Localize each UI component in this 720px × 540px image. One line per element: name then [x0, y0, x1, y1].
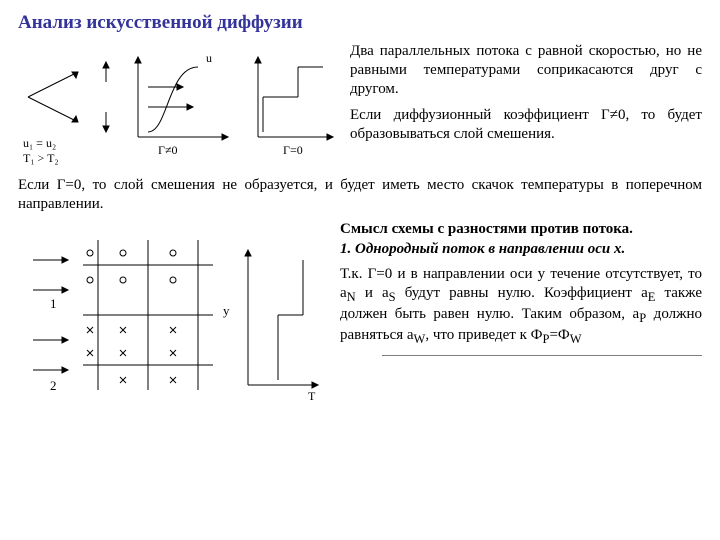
label-geq0: Г=0 [283, 143, 303, 157]
label-t1t2: T₁ > T₂ [23, 151, 59, 165]
para-1: Два параллельных потока с равной скорост… [350, 42, 702, 100]
label-T: T [308, 389, 316, 403]
section-1: u u₁ = u₂ T₁ > T₂ Г≠0 Г=0 Два параллельн… [18, 42, 702, 172]
label-gne0: Г≠0 [158, 143, 178, 157]
label-u: u [206, 51, 212, 65]
diagram-flows: u u₁ = u₂ T₁ > T₂ Г≠0 Г=0 [18, 42, 338, 172]
subhead-text: Смысл схемы с разностями против потока. [340, 221, 633, 237]
page-title: Анализ искусственной диффузии [18, 12, 702, 34]
footer-rule [382, 355, 702, 356]
label-y: y [223, 303, 230, 318]
section-2: 1 2 y T Смысл схемы с разностями против … [18, 220, 702, 410]
diagram-grid: 1 2 y T [18, 220, 328, 410]
label-1: 1 [50, 296, 57, 311]
para-4: Т.к. Г=0 и в направлении оси y течение о… [340, 265, 702, 347]
text-block-2: Смысл схемы с разностями против потока. … [340, 220, 702, 356]
text-block-1: Два параллельных потока с равной скорост… [350, 42, 702, 150]
subhead2-text: 1. Однородный поток в направлении оси x. [340, 241, 625, 257]
para-3: Если Г=0, то слой смешения не образуется… [18, 176, 702, 214]
label-u1u2: u₁ = u₂ [23, 136, 56, 150]
para-2: Если диффузионный коэффициент Г≠0, то бу… [350, 106, 702, 144]
label-2: 2 [50, 378, 57, 393]
subhead: Смысл схемы с разностями против потока. … [340, 220, 702, 258]
